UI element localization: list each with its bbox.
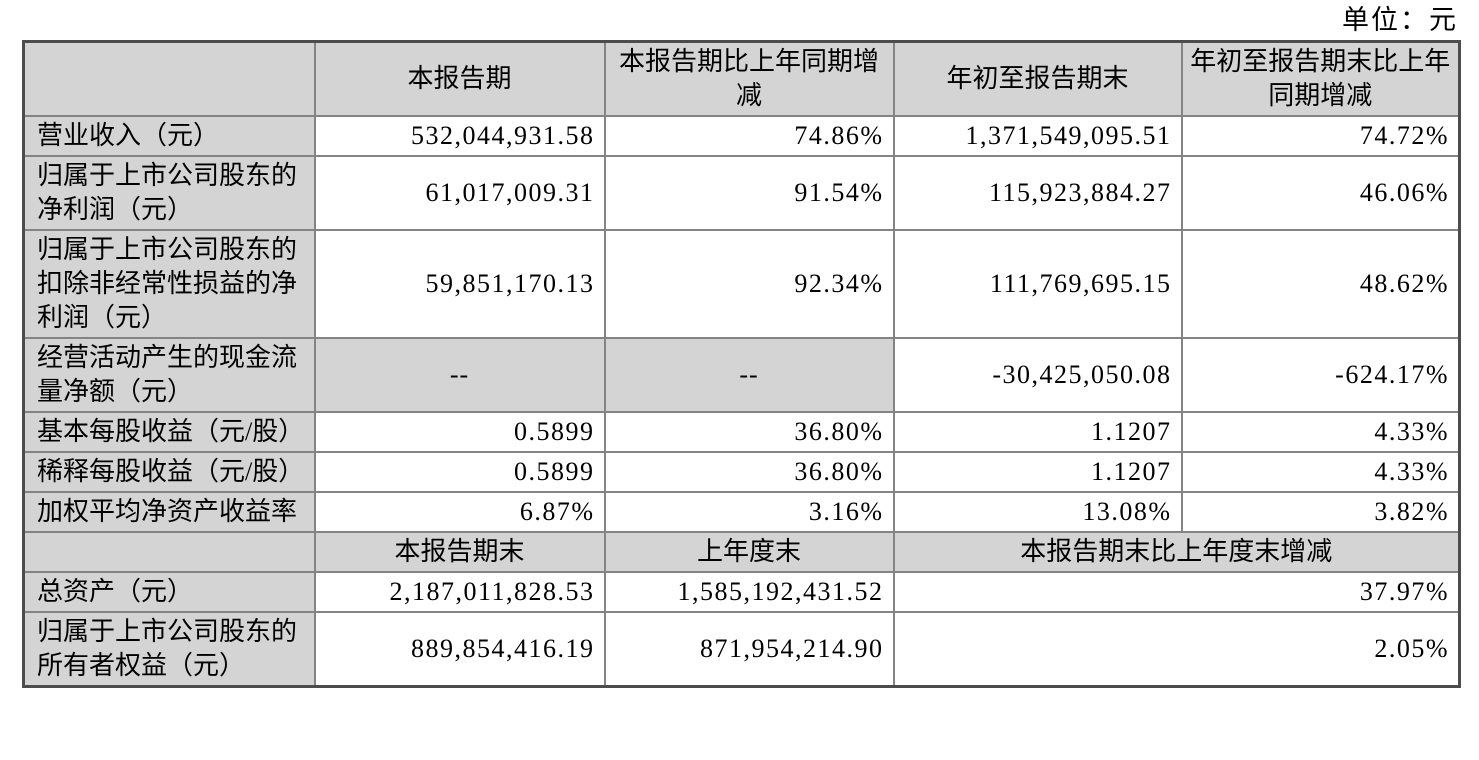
table-row: 加权平均净资产收益率 6.87% 3.16% 13.08% 3.82% [22,491,1461,533]
column-header: 本报告期 [313,40,606,117]
value-cell: 74.72% [1180,115,1461,157]
sub-column-header: 上年度末 [603,531,895,573]
financial-summary-table: 本报告期 本报告期比上年同期增减 年初至报告期末 年初至报告期末比上年同期增减 营业收… [22,40,1461,688]
value-cell: 889,854,416.19 [313,611,606,688]
corner-cell [22,40,316,117]
value-cell: 61,017,009.31 [313,155,606,231]
value-cell: 532,044,931.58 [313,115,606,157]
row-label: 归属于上市公司股东的净利润（元） [22,155,316,231]
value-cell: 46.06% [1180,155,1461,231]
value-cell: -624.17% [1180,337,1461,413]
value-cell: 1,371,549,095.51 [892,115,1183,157]
value-cell: 6.87% [313,491,606,533]
row-label: 基本每股收益（元/股） [22,411,316,453]
value-cell: -30,425,050.08 [892,337,1183,413]
value-cell: 2,187,011,828.53 [313,571,606,613]
value-cell: 92.34% [603,229,895,339]
value-cell: 59,851,170.13 [313,229,606,339]
value-cell: 4.33% [1180,411,1461,453]
value-cell: -- [603,337,895,413]
table-row: 基本每股收益（元/股） 0.5899 36.80% 1.1207 4.33% [22,411,1461,453]
value-cell: 2.05% [892,611,1461,688]
row-label: 稀释每股收益（元/股） [22,451,316,493]
column-header: 年初至报告期末比上年同期增减 [1180,40,1461,117]
value-cell: 3.82% [1180,491,1461,533]
table-header-row: 本报告期 本报告期比上年同期增减 年初至报告期末 年初至报告期末比上年同期增减 [22,40,1461,117]
row-label: 加权平均净资产收益率 [22,491,316,533]
value-cell: 74.86% [603,115,895,157]
value-cell: 4.33% [1180,451,1461,493]
row-label: 经营活动产生的现金流量净额（元） [22,337,316,413]
report-page: 单位：元 本报告期 本报告期比上年同期增减 年初至报告期末 年初至报告期末比上年同期增… [22,5,1461,688]
row-label: 总资产（元） [22,571,316,613]
value-cell: 0.5899 [313,451,606,493]
table-row: 归属于上市公司股东的净利润（元） 61,017,009.31 91.54% 115,9… [22,155,1461,231]
value-cell: 13.08% [892,491,1183,533]
table-row: 归属于上市公司股东的所有者权益（元） 889,854,416.19 871,954,… [22,611,1461,688]
table-row: 稀释每股收益（元/股） 0.5899 36.80% 1.1207 4.33% [22,451,1461,493]
value-cell: 1,585,192,431.52 [603,571,895,613]
row-label: 归属于上市公司股东的所有者权益（元） [22,611,316,688]
sub-column-header: 本报告期末比上年度末增减 [892,531,1461,573]
table-row: 经营活动产生的现金流量净额（元） -- -- -30,425,050.08 -624.1… [22,337,1461,413]
value-cell: 1.1207 [892,451,1183,493]
value-cell: -- [313,337,606,413]
value-cell: 3.16% [603,491,895,533]
row-label: 营业收入（元） [22,115,316,157]
row-label: 归属于上市公司股东的扣除非经常性损益的净利润（元） [22,229,316,339]
value-cell: 115,923,884.27 [892,155,1183,231]
value-cell: 36.80% [603,451,895,493]
table-row: 总资产（元） 2,187,011,828.53 1,585,192,431.52 37… [22,571,1461,613]
value-cell: 48.62% [1180,229,1461,339]
table-body: 营业收入（元） 532,044,931.58 74.86% 1,371,549,095… [22,115,1461,688]
value-cell: 36.80% [603,411,895,453]
unit-label: 单位：元 [1342,5,1458,35]
table-row: 营业收入（元） 532,044,931.58 74.86% 1,371,549,095… [22,115,1461,157]
value-cell: 871,954,214.90 [603,611,895,688]
column-header: 本报告期比上年同期增减 [603,40,895,117]
row-label [22,531,316,573]
value-cell: 37.97% [892,571,1461,613]
column-header: 年初至报告期末 [892,40,1183,117]
value-cell: 91.54% [603,155,895,231]
table-row: 归属于上市公司股东的扣除非经常性损益的净利润（元） 59,851,170.13 92… [22,229,1461,339]
sub-column-header: 本报告期末 [313,531,606,573]
value-cell: 111,769,695.15 [892,229,1183,339]
value-cell: 1.1207 [892,411,1183,453]
section2-header-row: 本报告期末 上年度末 本报告期末比上年度末增减 [22,531,1461,573]
value-cell: 0.5899 [313,411,606,453]
